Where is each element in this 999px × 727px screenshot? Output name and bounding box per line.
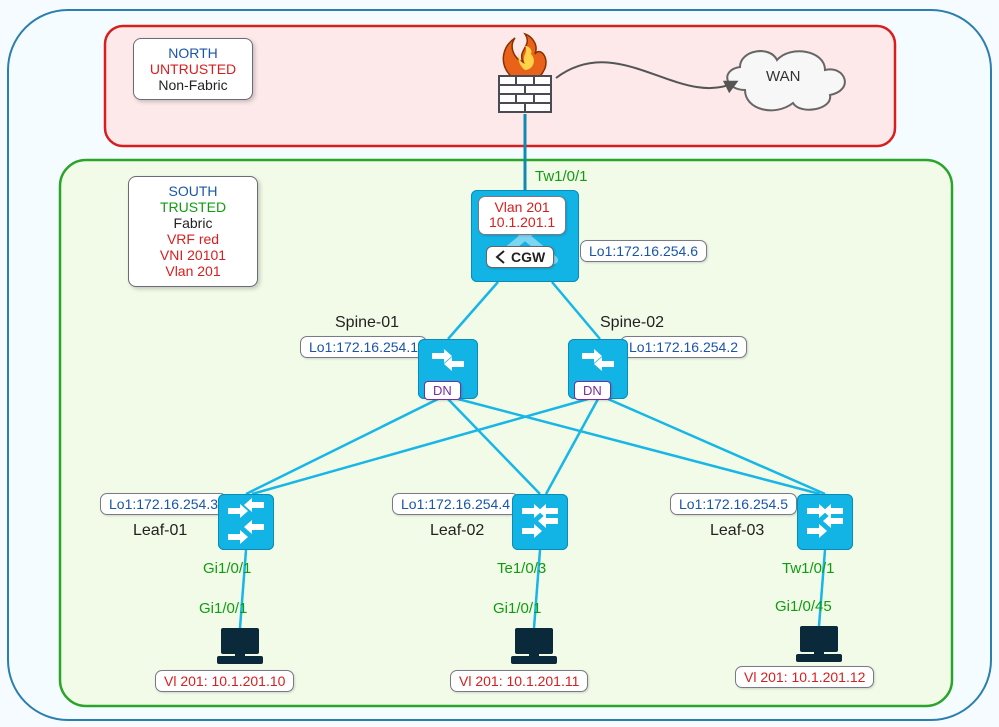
wan-label: WAN [766, 68, 800, 85]
host3-icon [794, 624, 844, 666]
cgw-uplink-port: Tw1/0/1 [535, 168, 588, 185]
south-line-4: VRF red [141, 231, 245, 247]
north-line-2: UNTRUSTED [146, 61, 240, 77]
leaf1-down-port: Gi1/0/1 [203, 560, 251, 577]
north-zone-info-box: NORTH UNTRUSTED Non-Fabric [133, 38, 253, 100]
leaf3-host-port: Gi1/0/45 [775, 598, 832, 615]
switch-arrows-icon [568, 343, 628, 383]
topology-canvas [0, 0, 999, 727]
leaf3-label: Leaf-03 [710, 522, 764, 540]
north-line-3: Non-Fabric [146, 77, 240, 93]
switch-arrows-icon [418, 343, 478, 383]
south-line-3: Fabric [141, 215, 245, 231]
south-line-2: TRUSTED [141, 199, 245, 215]
spine2-label: Spine-02 [600, 314, 664, 332]
leaf1-vl-pill: Vl 201: 10.1.201.10 [155, 670, 294, 692]
spine2-dn-badge: DN [574, 381, 611, 400]
spine2-lo-pill: Lo1:172.16.254.2 [620, 336, 747, 358]
switch-arrows-icon [512, 494, 568, 550]
cgw-badge: CGW [486, 246, 554, 268]
leaf1-host-port: Gi1/0/1 [199, 600, 247, 617]
south-zone-info-box: SOUTH TRUSTED Fabric VRF red VNI 20101 V… [128, 176, 258, 287]
leaf1-lo-pill: Lo1:172.16.254.3 [100, 493, 227, 515]
cgw-vlan-name: Vlan 201 [489, 200, 555, 215]
leaf3-device [797, 494, 853, 550]
spine1-lo-pill: Lo1:172.16.254.1 [300, 336, 427, 358]
leaf2-vl-pill: Vl 201: 10.1.201.11 [450, 670, 588, 692]
switch-arrows-icon [218, 494, 274, 550]
leaf1-device [218, 494, 274, 550]
cgw-vlan-pill: Vlan 201 10.1.201.1 [478, 196, 566, 235]
spine1-dn-badge: DN [424, 381, 461, 400]
leaf1-label: Leaf-01 [133, 522, 187, 540]
switch-arrows-icon [797, 494, 853, 550]
host2-icon [509, 626, 559, 668]
leaf3-lo-pill: Lo1:172.16.254.5 [670, 493, 797, 515]
south-line-5: VNI 20101 [141, 247, 245, 263]
cgw-lo-pill: Lo1:172.16.254.6 [580, 240, 707, 262]
host1-icon [215, 626, 265, 668]
leaf2-label: Leaf-02 [430, 522, 484, 540]
leaf3-vl-pill: Vl 201: 10.1.201.12 [735, 666, 874, 688]
cgw-badge-text: CGW [511, 249, 545, 265]
chevron-left-icon [495, 250, 507, 264]
leaf2-device [512, 494, 568, 550]
leaf2-down-port: Te1/0/3 [497, 560, 546, 577]
south-line-6: Vlan 201 [141, 263, 245, 279]
cgw-vlan-ip: 10.1.201.1 [489, 215, 555, 230]
south-line-1: SOUTH [141, 183, 245, 199]
leaf2-host-port: Gi1/0/1 [493, 600, 541, 617]
leaf3-down-port: Tw1/0/1 [782, 560, 835, 577]
north-line-1: NORTH [146, 45, 240, 61]
spine1-label: Spine-01 [335, 314, 399, 332]
leaf2-lo-pill: Lo1:172.16.254.4 [392, 493, 519, 515]
